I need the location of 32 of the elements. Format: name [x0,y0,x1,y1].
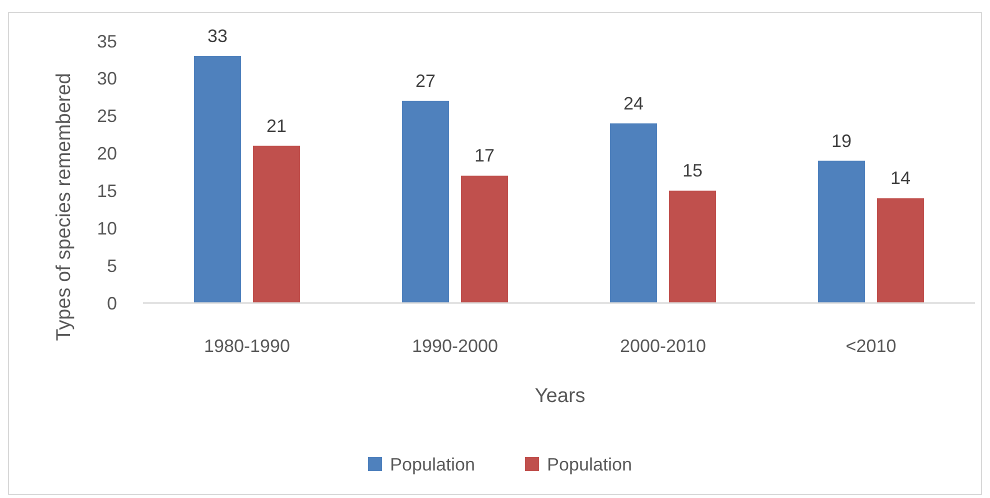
y-axis-title: Types of species remembered [53,73,75,341]
y-tick-label: 10 [96,218,117,238]
data-label: 24 [623,93,644,114]
y-tick-label: 5 [106,256,117,276]
data-label: 21 [266,116,287,136]
legend-label: Population [547,454,632,474]
y-tick-label: 25 [96,106,117,126]
bar [610,123,657,303]
bar [818,160,865,303]
y-tick-label: 20 [96,144,117,164]
data-label: 19 [831,130,852,151]
x-tick-label: 1980-1990 [204,336,290,356]
y-tick-label: 15 [96,181,117,202]
bar [194,56,241,303]
data-label: 15 [682,160,703,181]
bar [402,100,449,303]
y-tick-label: 30 [96,68,117,89]
data-label: 17 [474,146,495,166]
bar [461,176,508,303]
legend-label: Population [390,454,476,474]
x-axis-title: Years [534,385,586,407]
x-tick-label: <2010 [846,336,896,356]
data-label: 14 [890,168,911,188]
y-tick-label: 35 [96,31,117,52]
data-label: 27 [415,70,436,91]
x-tick-label: 1990-2000 [412,336,498,356]
bar [877,198,924,303]
x-tick-label: 2000-2010 [620,336,706,356]
y-tick-label: 0 [106,293,117,314]
bar [669,190,716,303]
data-label: 33 [207,26,228,46]
bar [253,146,300,303]
